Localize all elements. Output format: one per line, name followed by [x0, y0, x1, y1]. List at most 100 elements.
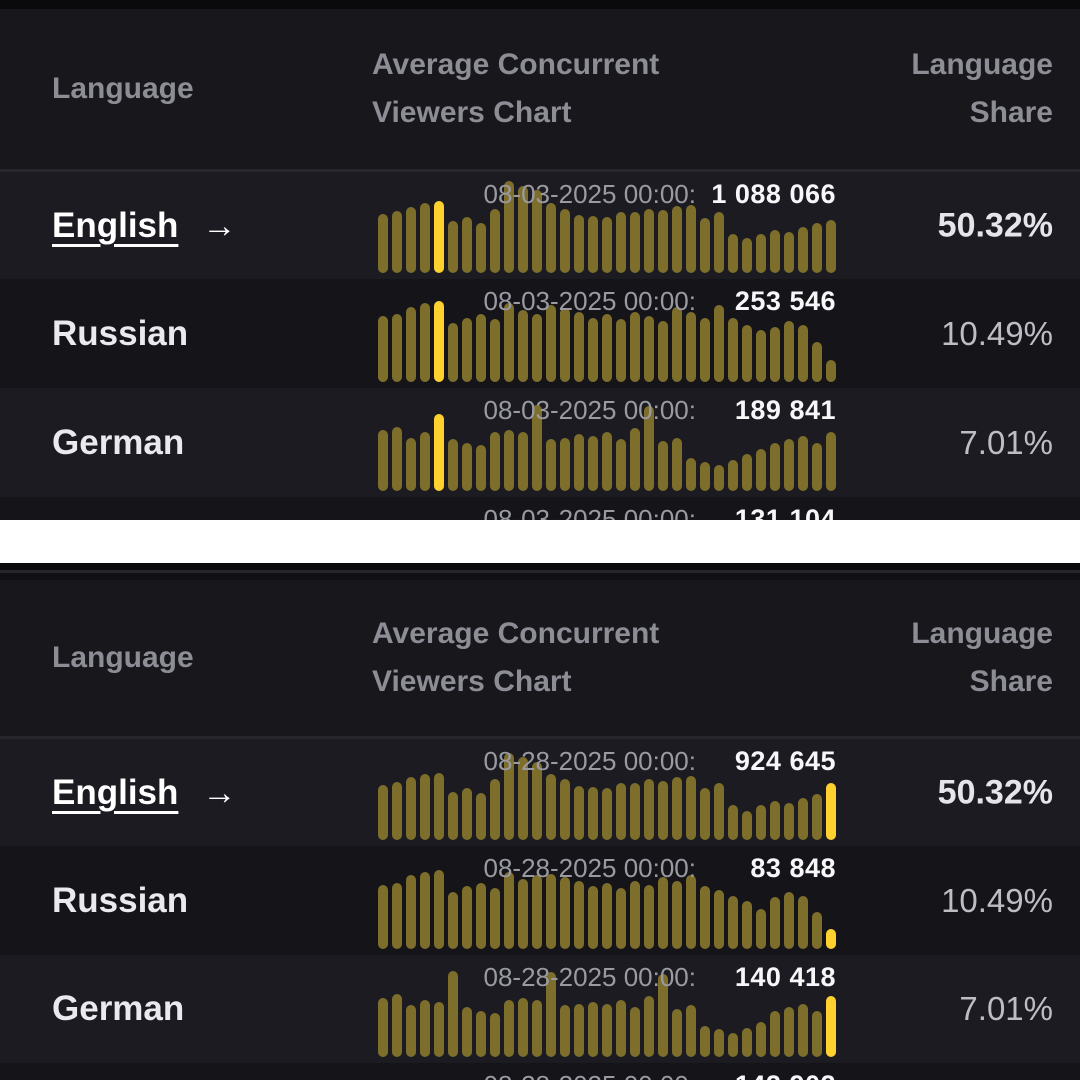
- chart-bar[interactable]: [574, 881, 584, 949]
- chart-bar[interactable]: [420, 774, 430, 840]
- chart-bar[interactable]: [742, 811, 752, 840]
- chart-bar[interactable]: [546, 774, 556, 840]
- chart-bar[interactable]: [546, 439, 556, 491]
- chart-bar[interactable]: [574, 1004, 584, 1057]
- chart-bar-highlighted[interactable]: [826, 929, 836, 949]
- chart-bar[interactable]: [532, 762, 542, 840]
- english-link[interactable]: English: [52, 772, 179, 812]
- chart-bar[interactable]: [658, 210, 668, 273]
- chart-bar[interactable]: [532, 405, 542, 491]
- chart-bar[interactable]: [518, 186, 528, 273]
- chart-bar[interactable]: [714, 890, 724, 949]
- chart-bar[interactable]: [602, 788, 612, 840]
- chart-bar[interactable]: [756, 805, 766, 840]
- chart-bar[interactable]: [392, 314, 402, 382]
- chart-bar[interactable]: [490, 209, 500, 273]
- chart-bar[interactable]: [392, 883, 402, 949]
- chart-bar[interactable]: [644, 406, 654, 491]
- chart-bar[interactable]: [518, 432, 528, 491]
- chart-bar[interactable]: [490, 888, 500, 949]
- chart-bar[interactable]: [616, 212, 626, 273]
- chart-bar[interactable]: [700, 218, 710, 273]
- chart-bar[interactable]: [560, 877, 570, 949]
- chart-bar[interactable]: [378, 430, 388, 491]
- chart-bar[interactable]: [504, 1000, 514, 1057]
- chart-bar[interactable]: [602, 1004, 612, 1057]
- chart-bar[interactable]: [504, 430, 514, 491]
- chart-bar[interactable]: [602, 883, 612, 949]
- chart-bar[interactable]: [756, 909, 766, 949]
- chart-bar[interactable]: [532, 314, 542, 382]
- chart-bar[interactable]: [630, 428, 640, 491]
- chart-bar[interactable]: [616, 783, 626, 840]
- chart-bar[interactable]: [784, 321, 794, 382]
- chart-bar[interactable]: [826, 220, 836, 273]
- chart-bar[interactable]: [546, 972, 556, 1057]
- chart-bar[interactable]: [644, 316, 654, 382]
- chart-bar[interactable]: [378, 214, 388, 273]
- chart-bar[interactable]: [462, 788, 472, 840]
- chart-bar[interactable]: [588, 787, 598, 840]
- chart-bar[interactable]: [476, 1011, 486, 1057]
- chart-bar[interactable]: [448, 892, 458, 949]
- chart-bar[interactable]: [798, 798, 808, 840]
- chart-bar[interactable]: [798, 896, 808, 949]
- language-label-russian[interactable]: Russian: [52, 880, 189, 920]
- chart-bar[interactable]: [784, 803, 794, 840]
- chart-bar[interactable]: [588, 886, 598, 949]
- chart-bar[interactable]: [392, 994, 402, 1057]
- chart-bar[interactable]: [742, 325, 752, 382]
- chart-bar[interactable]: [672, 777, 682, 840]
- chart-bar[interactable]: [490, 779, 500, 840]
- chart-bar[interactable]: [574, 434, 584, 491]
- chart-bar[interactable]: [742, 238, 752, 273]
- english-link[interactable]: English: [52, 205, 179, 245]
- chart-bar[interactable]: [630, 1007, 640, 1057]
- chart-bar[interactable]: [434, 870, 444, 949]
- chart-bar[interactable]: [406, 207, 416, 273]
- chart-bar[interactable]: [644, 779, 654, 840]
- chart-bar[interactable]: [658, 877, 668, 949]
- chart-bar[interactable]: [714, 465, 724, 491]
- chart-bar-highlighted[interactable]: [434, 414, 444, 491]
- chart-bar[interactable]: [686, 205, 696, 273]
- chart-bar[interactable]: [504, 872, 514, 949]
- chart-bar[interactable]: [826, 360, 836, 382]
- chart-bar[interactable]: [798, 436, 808, 491]
- chart-bar[interactable]: [518, 998, 528, 1057]
- chart-bar[interactable]: [504, 303, 514, 382]
- chart-bar[interactable]: [448, 792, 458, 840]
- chart-bar[interactable]: [560, 308, 570, 382]
- chart-bar[interactable]: [784, 892, 794, 949]
- chart-bar[interactable]: [672, 307, 682, 382]
- chart-bar[interactable]: [588, 436, 598, 491]
- chart-bar[interactable]: [518, 879, 528, 949]
- chart-bar[interactable]: [728, 805, 738, 840]
- chart-bar[interactable]: [756, 330, 766, 382]
- chart-bar[interactable]: [728, 234, 738, 273]
- chart-bar[interactable]: [406, 307, 416, 382]
- chart-bar[interactable]: [560, 209, 570, 273]
- chart-bar[interactable]: [742, 1028, 752, 1057]
- chart-bar[interactable]: [462, 318, 472, 382]
- chart-bar[interactable]: [812, 223, 822, 273]
- chart-bar[interactable]: [448, 323, 458, 382]
- chart-bar[interactable]: [686, 875, 696, 949]
- chart-bar[interactable]: [588, 1002, 598, 1057]
- chart-bar[interactable]: [742, 901, 752, 949]
- chart-bar[interactable]: [392, 782, 402, 840]
- chart-bar[interactable]: [434, 773, 444, 840]
- chart-bar[interactable]: [798, 325, 808, 382]
- chart-bar[interactable]: [686, 1005, 696, 1057]
- chart-bar[interactable]: [406, 875, 416, 949]
- chart-bar[interactable]: [812, 794, 822, 840]
- chart-bar[interactable]: [574, 215, 584, 273]
- chart-bar[interactable]: [378, 316, 388, 382]
- chart-bar[interactable]: [630, 783, 640, 840]
- chart-bar[interactable]: [770, 897, 780, 949]
- chart-bar[interactable]: [490, 432, 500, 491]
- chart-bar[interactable]: [420, 432, 430, 491]
- chart-bar[interactable]: [826, 432, 836, 491]
- chart-bar[interactable]: [658, 441, 668, 491]
- chart-bar[interactable]: [672, 1009, 682, 1057]
